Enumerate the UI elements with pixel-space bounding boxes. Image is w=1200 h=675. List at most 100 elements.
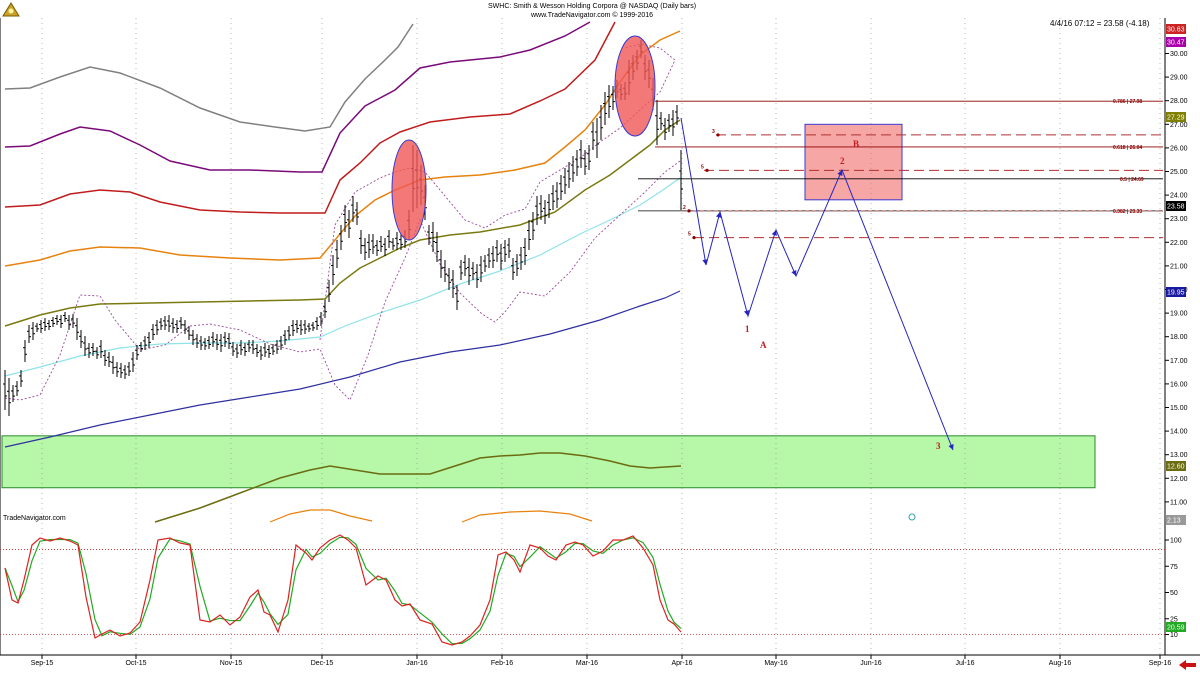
stoch-tick-label: 100 bbox=[1170, 538, 1182, 545]
price-tick-label: 27.00 bbox=[1170, 122, 1188, 129]
small-count-label: 5 bbox=[701, 164, 704, 170]
level-dot bbox=[716, 133, 720, 137]
price-tick-label: 28.00 bbox=[1170, 98, 1188, 105]
price-tag-label: 30.47 bbox=[1167, 40, 1185, 47]
small-count-label: 2 bbox=[683, 205, 686, 211]
scroll-left-arrow-icon[interactable] bbox=[1177, 657, 1197, 670]
price-tick-label: 19.00 bbox=[1170, 311, 1188, 318]
price-tag bbox=[1166, 287, 1186, 297]
wave-arrowhead bbox=[743, 310, 750, 316]
price-tag-label: 20.59 bbox=[1167, 625, 1185, 632]
price-tag-label: 12.60 bbox=[1167, 464, 1185, 471]
level-dot bbox=[705, 168, 709, 172]
time-tick-label: Sep-15 bbox=[31, 660, 54, 667]
small-count-label: 5 bbox=[688, 232, 691, 238]
marker-dot-icon bbox=[908, 513, 916, 521]
moving-average-blue bbox=[4, 290, 681, 448]
price-tick-label: 23.00 bbox=[1170, 216, 1188, 223]
stoch-tick-label: 10 bbox=[1170, 632, 1178, 639]
long-term-average-line bbox=[154, 452, 682, 523]
price-tick-label: 25.00 bbox=[1170, 169, 1188, 176]
price-tick-label: 18.00 bbox=[1170, 334, 1188, 341]
moving-average-cyan bbox=[4, 177, 681, 377]
price-tick-label: 12.00 bbox=[1170, 476, 1188, 483]
support-zone bbox=[1, 435, 1096, 489]
price-tag bbox=[1166, 201, 1186, 211]
wave-arrowhead bbox=[702, 259, 708, 265]
time-tick-label: Apr-16 bbox=[671, 660, 692, 667]
watermark: TradeNavigator.com bbox=[3, 515, 66, 522]
time-tick-label: Aug-16 bbox=[1049, 660, 1072, 667]
fib-level-label: 0.382 | 23.33 bbox=[1113, 209, 1142, 215]
wave-arrowhead bbox=[716, 212, 722, 218]
price-tick-label: 21.00 bbox=[1170, 263, 1188, 270]
time-tick-label: Oct-15 bbox=[125, 660, 146, 667]
moving-average-olive bbox=[4, 119, 681, 327]
price-tick-label: 15.00 bbox=[1170, 405, 1188, 412]
price-tag bbox=[1166, 24, 1186, 34]
fib-level-label: 0.786 | 27.98 bbox=[1113, 99, 1142, 105]
wave-label: 1 bbox=[745, 324, 750, 334]
wave-arrowhead bbox=[791, 270, 797, 276]
wave-label: 3 bbox=[936, 441, 941, 451]
time-tick-label: Jan-16 bbox=[406, 660, 428, 667]
envelope-gray bbox=[4, 23, 414, 132]
chart-subtitle: www.TradeNavigator.com © 1999-2016 bbox=[531, 12, 654, 19]
projected-wave-path bbox=[680, 117, 954, 451]
dashed-band-upper bbox=[319, 43, 676, 341]
time-tick-label: Jun-16 bbox=[860, 660, 882, 667]
wave-label: B bbox=[853, 139, 859, 149]
stoch-tick-label: 50 bbox=[1170, 590, 1178, 597]
stoch-tick-label: 75 bbox=[1170, 564, 1178, 571]
price-tag bbox=[1166, 515, 1186, 525]
price-tick-label: 24.00 bbox=[1170, 193, 1188, 200]
orange-arc-dec bbox=[269, 509, 373, 523]
price-tick-label: 30.00 bbox=[1170, 51, 1188, 58]
price-tag-label: 27.29 bbox=[1167, 115, 1185, 122]
price-tag-label: 19.95 bbox=[1167, 290, 1185, 297]
fib-level-label: 0.618 | 26.04 bbox=[1113, 145, 1142, 151]
time-tick-label: May-16 bbox=[764, 660, 787, 667]
wave-arrowhead bbox=[837, 170, 843, 176]
orange-arc-mar bbox=[461, 510, 593, 523]
envelope-red bbox=[4, 21, 616, 214]
price-tick-label: 13.00 bbox=[1170, 452, 1188, 459]
time-tick-label: Jul-16 bbox=[955, 660, 974, 667]
stoch-tick-label: 25 bbox=[1170, 616, 1178, 623]
wave-label: A bbox=[760, 340, 767, 350]
price-tag-label: 30.63 bbox=[1167, 27, 1185, 34]
quote-readout: 4/4/16 07:12 = 23.58 (-4.18) bbox=[1050, 19, 1150, 28]
price-tag bbox=[1166, 112, 1186, 122]
price-tick-label: 22.00 bbox=[1170, 240, 1188, 247]
chart-title: SWHC: Smith & Wesson Holding Corpora @ N… bbox=[488, 3, 697, 10]
resistance-box bbox=[804, 123, 903, 201]
price-tick-label: 16.00 bbox=[1170, 381, 1188, 388]
wave-arrowhead bbox=[771, 230, 777, 236]
price-tick-label: 29.00 bbox=[1170, 75, 1188, 82]
price-tick-label: 14.00 bbox=[1170, 429, 1188, 436]
wave-arrowhead bbox=[948, 444, 954, 450]
stochastic-slow-line bbox=[4, 536, 682, 645]
price-tick-label: 17.00 bbox=[1170, 358, 1188, 365]
time-tick-label: Mar-16 bbox=[576, 660, 598, 667]
price-tag bbox=[1166, 461, 1186, 471]
fib-level-label: 0.5 | 24.69 bbox=[1120, 177, 1144, 183]
tradenavigator-logo-icon[interactable] bbox=[2, 2, 20, 18]
highlight-ellipse-mar bbox=[614, 35, 656, 137]
time-tick-label: Dec-15 bbox=[311, 660, 334, 667]
small-count-label: 3 bbox=[712, 129, 715, 135]
highlight-ellipse-jan bbox=[391, 139, 427, 241]
price-tag-label: 2.13 bbox=[1167, 518, 1181, 525]
wave-label: 2 bbox=[840, 156, 845, 166]
price-tag bbox=[1166, 37, 1186, 47]
price-tag-label: 23.58 bbox=[1167, 204, 1185, 211]
dashed-band-lower bbox=[4, 160, 681, 401]
stochastic-fast-line bbox=[4, 534, 682, 646]
price-tick-label: 26.00 bbox=[1170, 145, 1188, 152]
time-tick-label: Sep-16 bbox=[1149, 660, 1172, 667]
level-dot bbox=[692, 235, 696, 240]
price-tick-label: 11.00 bbox=[1170, 499, 1187, 506]
time-tick-label: Feb-16 bbox=[491, 660, 513, 667]
